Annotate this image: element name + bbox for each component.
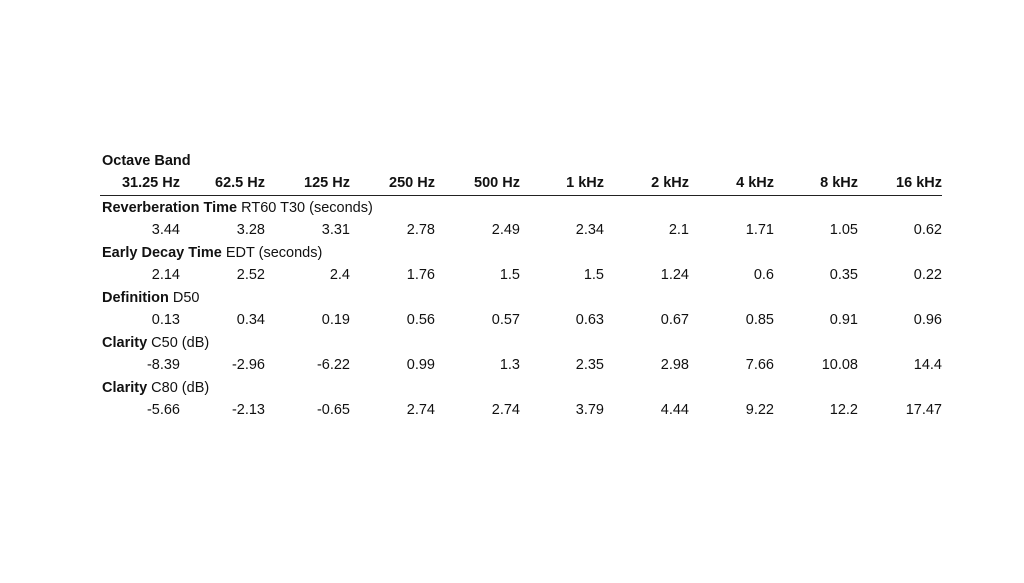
section-name: Reverberation Time	[102, 200, 238, 216]
table-cell: 1.3	[499, 357, 520, 373]
table-cell: 2.34	[575, 222, 604, 238]
table-cell: 3.28	[236, 222, 265, 238]
column-header: 125 Hz	[304, 175, 350, 191]
table-row: 0.13 0.34 0.19 0.56 0.57 0.63 0.67 0.85 …	[100, 309, 942, 331]
section-name: Definition	[102, 290, 169, 306]
table-cell: 3.31	[321, 222, 350, 238]
table-cell: 2.4	[329, 267, 350, 283]
table-cell: -6.22	[316, 357, 350, 373]
table-cell: 17.47	[905, 402, 942, 418]
column-header: 31.25 Hz	[121, 175, 180, 191]
column-header: 500 Hz	[474, 175, 520, 191]
column-header: 16 kHz	[896, 175, 942, 191]
table-cell: 0.96	[913, 312, 942, 328]
table-cell: 0.63	[575, 312, 604, 328]
table-cell: 0.34	[236, 312, 265, 328]
table-cell: 2.35	[575, 357, 604, 373]
section-detail: D50	[168, 290, 200, 306]
column-header: 1 kHz	[566, 175, 604, 191]
section-label-reverberation-time: Reverberation Time RT60 T30 (seconds)	[100, 197, 942, 219]
section-label-clarity-c50: Clarity C50 (dB)	[100, 332, 942, 354]
column-header: 2 kHz	[651, 175, 689, 191]
section-name: Clarity	[102, 335, 148, 351]
table-cell: 10.08	[821, 357, 858, 373]
table-cell: 3.44	[151, 222, 180, 238]
table-cell: 1.24	[660, 267, 689, 283]
table-cell: 0.13	[151, 312, 180, 328]
table-cell: 4.44	[660, 402, 689, 418]
table-cell: 7.66	[745, 357, 774, 373]
column-header-row: 31.25 Hz 62.5 Hz 125 Hz 250 Hz 500 Hz 1 …	[100, 172, 942, 196]
column-header: 8 kHz	[820, 175, 858, 191]
table-cell: 0.57	[491, 312, 520, 328]
column-header: 4 kHz	[736, 175, 774, 191]
table-cell: 2.74	[406, 402, 435, 418]
table-cell: 1.76	[406, 267, 435, 283]
table-cell: 1.71	[745, 222, 774, 238]
section-detail: C80 (dB)	[147, 380, 210, 396]
table-cell: 0.62	[913, 222, 942, 238]
table-cell: 2.74	[491, 402, 520, 418]
table-cell: 1.05	[829, 222, 858, 238]
section-label-clarity-c80: Clarity C80 (dB)	[100, 377, 942, 399]
table-row: -8.39 -2.96 -6.22 0.99 1.3 2.35 2.98 7.6…	[100, 354, 942, 376]
acoustic-measurements-table: Octave Band 31.25 Hz 62.5 Hz 125 Hz 250 …	[100, 150, 942, 421]
table-cell: 1.5	[499, 267, 520, 283]
table-cell: 0.6	[753, 267, 774, 283]
table-cell: -0.65	[316, 402, 350, 418]
table-cell: 0.35	[829, 267, 858, 283]
section-detail: RT60 T30 (seconds)	[237, 200, 373, 216]
table-cell: 2.52	[236, 267, 265, 283]
table-cell: 0.67	[660, 312, 689, 328]
table-cell: 2.78	[406, 222, 435, 238]
table-cell: 2.1	[668, 222, 689, 238]
table-cell: 2.98	[660, 357, 689, 373]
section-detail: C50 (dB)	[147, 335, 210, 351]
section-name: Clarity	[102, 380, 148, 396]
table-cell: 0.19	[321, 312, 350, 328]
section-label-definition: Definition D50	[100, 287, 942, 309]
table-cell: 0.85	[745, 312, 774, 328]
table-row: -5.66 -2.13 -0.65 2.74 2.74 3.79 4.44 9.…	[100, 399, 942, 421]
table-cell: -2.13	[231, 402, 265, 418]
table-row: 2.14 2.52 2.4 1.76 1.5 1.5 1.24 0.6 0.35…	[100, 264, 942, 286]
column-header: 250 Hz	[389, 175, 435, 191]
table-row: 3.44 3.28 3.31 2.78 2.49 2.34 2.1 1.71 1…	[100, 219, 942, 241]
table-cell: 1.5	[583, 267, 604, 283]
table-cell: 12.2	[829, 402, 858, 418]
table-cell: -5.66	[146, 402, 180, 418]
table-cell: -8.39	[146, 357, 180, 373]
table-cell: 9.22	[745, 402, 774, 418]
table-cell: 0.56	[406, 312, 435, 328]
section-name: Early Decay Time	[102, 245, 222, 261]
table-cell: 2.49	[491, 222, 520, 238]
table-cell: 0.91	[829, 312, 858, 328]
table-title: Octave Band	[102, 153, 191, 169]
table-cell: 0.22	[913, 267, 942, 283]
table-cell: 3.79	[575, 402, 604, 418]
column-header: 62.5 Hz	[215, 175, 265, 191]
table-cell: 0.99	[406, 357, 435, 373]
table-cell: 2.14	[151, 267, 180, 283]
section-label-early-decay-time: Early Decay Time EDT (seconds)	[100, 242, 942, 264]
table-cell: 14.4	[913, 357, 942, 373]
section-detail: EDT (seconds)	[221, 245, 323, 261]
table-cell: -2.96	[231, 357, 265, 373]
